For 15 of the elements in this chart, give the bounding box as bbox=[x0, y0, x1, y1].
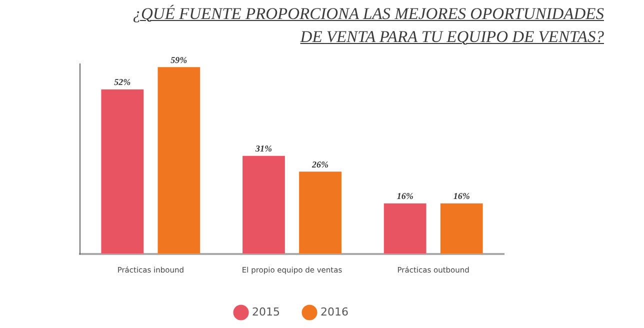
data-label: 59% bbox=[170, 54, 188, 65]
legend-label: 2016 bbox=[320, 305, 348, 318]
legend-label: 2015 bbox=[252, 305, 280, 318]
data-label: 16% bbox=[396, 191, 414, 202]
bar bbox=[101, 89, 144, 254]
bar bbox=[384, 203, 426, 254]
data-label: 52% bbox=[114, 77, 132, 88]
data-label: 16% bbox=[453, 191, 470, 202]
data-label: 31% bbox=[254, 144, 272, 154]
data-label: 26% bbox=[311, 159, 330, 170]
bar bbox=[299, 172, 342, 254]
chart-title: ¿QUÉ FUENTE PROPORCIONA LAS MEJORES OPORTUNIDADES DE VENTA PARA TU EQUIPO DE VENTAS? bbox=[132, 3, 604, 48]
bar bbox=[440, 203, 483, 254]
bar bbox=[158, 67, 200, 254]
bar bbox=[242, 156, 285, 254]
